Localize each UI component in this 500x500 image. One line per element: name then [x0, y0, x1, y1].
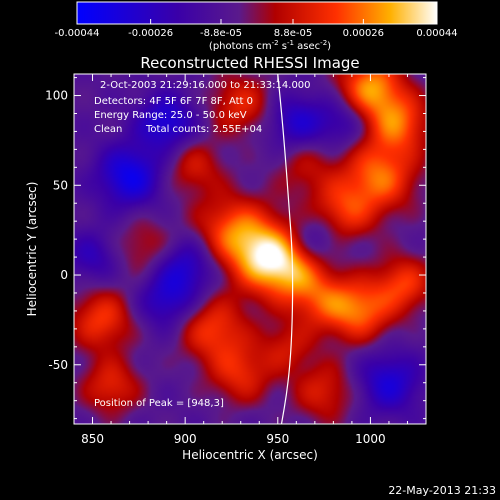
- solar-limb-curve: [277, 74, 294, 424]
- info-algorithm: Clean: [94, 124, 122, 135]
- y-tick-label: -50: [48, 358, 68, 372]
- info-detectors: Detectors: 4F 5F 6F 7F 8F, Att 0: [94, 96, 253, 107]
- axes: 850 900 950 1000 -50 0 50 100: [45, 74, 426, 446]
- colorbar-tick-label: 0.00044: [416, 28, 457, 39]
- peak-position-label: Position of Peak = [948,3]: [94, 398, 224, 409]
- colorbar: -0.00044 -0.00026 -8.8e-05 8.8e-05 0.00026 0.…: [55, 1, 458, 52]
- colorbar-unit-label: (photons cm-2 s-1 asec-2): [209, 39, 331, 52]
- footer-date: 22-May-2013 21:33: [388, 484, 496, 497]
- colorbar-tick-label: -0.00026: [128, 28, 173, 39]
- colorbar-tick-label: 8.8e-05: [274, 28, 312, 39]
- y-tick-label: 50: [53, 178, 68, 192]
- x-tick-label: 1000: [355, 432, 386, 446]
- colorbar-tick-label: -0.00044: [55, 28, 100, 39]
- x-axis-label: Heliocentric X (arcsec): [182, 448, 318, 462]
- info-time-range: 2-Oct-2003 21:29:16.000 to 21:33:14.000: [100, 80, 311, 91]
- colorbar-gradient: [76, 1, 438, 25]
- image-area: [74, 74, 426, 424]
- info-overlay: 2-Oct-2003 21:29:16.000 to 21:33:14.000 …: [94, 80, 311, 409]
- y-tick-label: 0: [60, 268, 68, 282]
- x-tick-label: 900: [174, 432, 197, 446]
- chart-title: Reconstructed RHESSI Image: [140, 54, 359, 72]
- heatmap-image: [74, 74, 426, 424]
- x-tick-label: 950: [266, 432, 289, 446]
- x-tick-label: 850: [81, 432, 104, 446]
- y-tick-label: 100: [45, 89, 68, 103]
- colorbar-tick-label: 0.00026: [343, 28, 384, 39]
- plot-frame: [73, 73, 427, 425]
- info-energy-range: Energy Range: 25.0 - 50.0 keV: [94, 110, 247, 121]
- y-axis-label: Heliocentric Y (arcsec): [25, 182, 39, 317]
- info-total-counts: Total counts: 2.55E+04: [145, 124, 262, 135]
- colorbar-ticks: -0.00044 -0.00026 -8.8e-05 8.8e-05 0.00026 0.…: [55, 19, 458, 39]
- colorbar-tick-label: -8.8e-05: [200, 28, 242, 39]
